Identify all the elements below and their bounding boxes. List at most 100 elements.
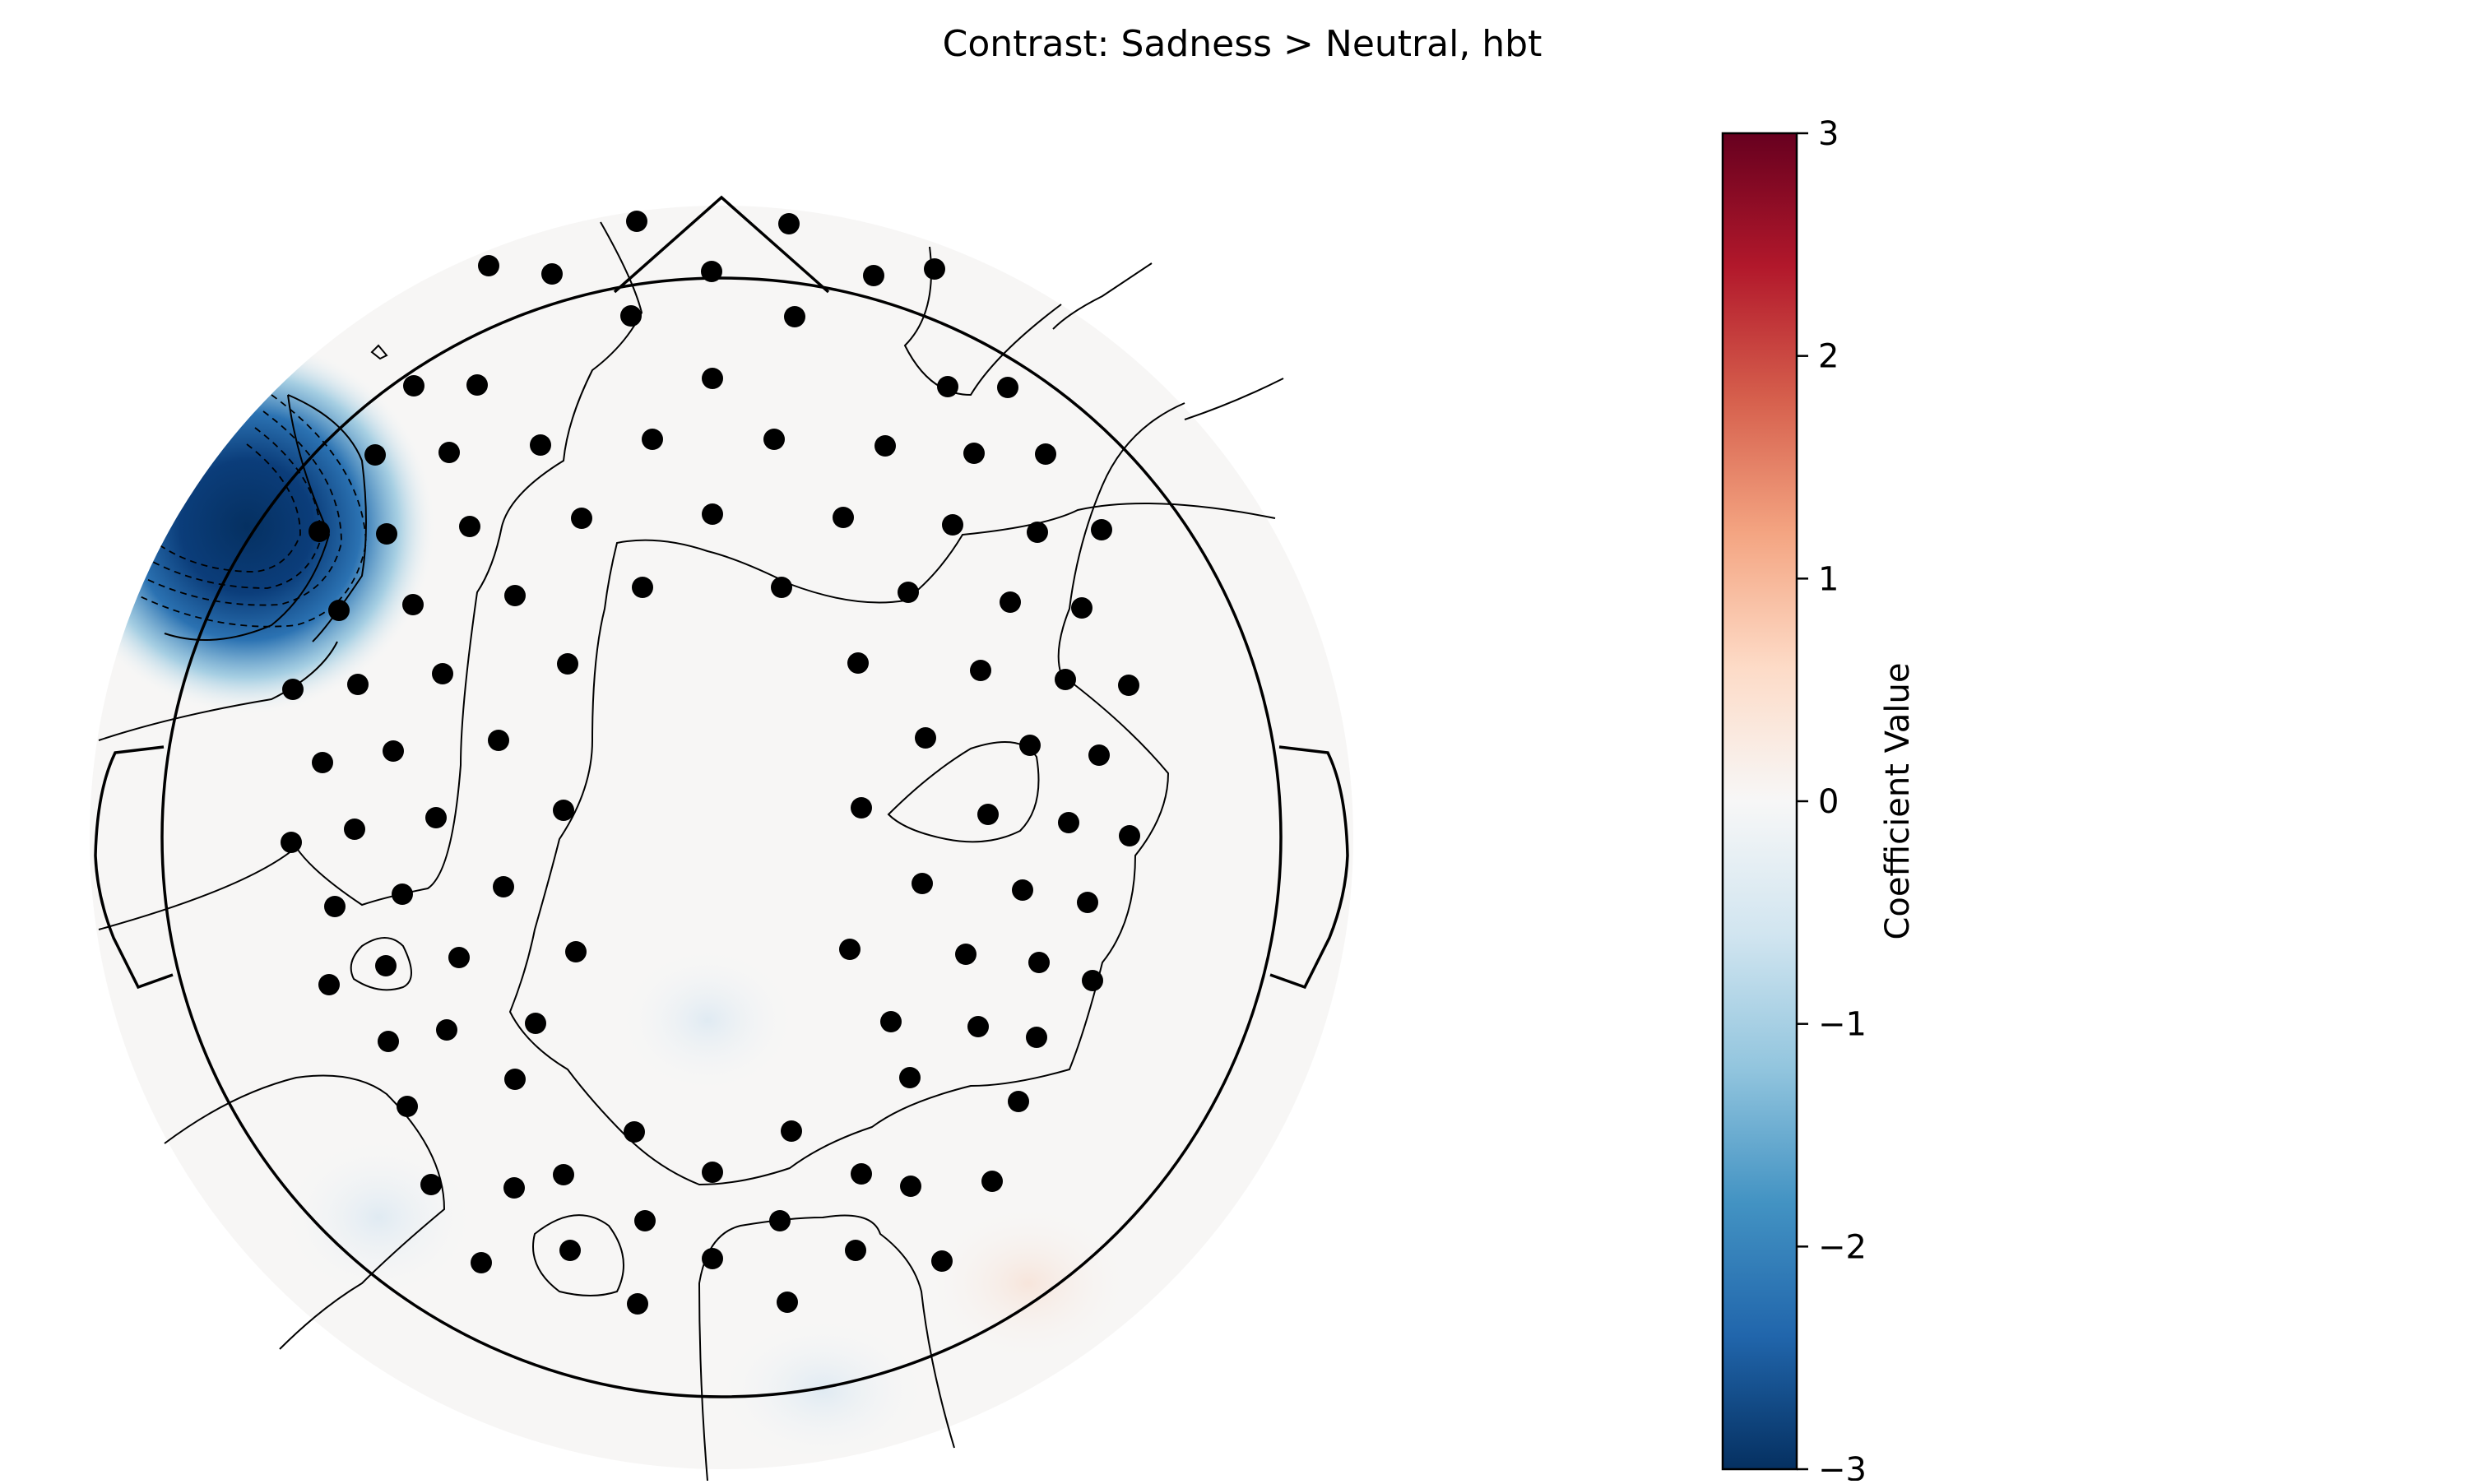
sensor-marker	[626, 211, 647, 232]
sensor-marker	[977, 804, 999, 825]
sensor-marker	[839, 939, 861, 960]
sensor-marker	[924, 258, 945, 280]
sensor-marker	[874, 435, 896, 457]
colorbar: 3 2 1 0 −1 −2 −3 Coefficient Value	[1721, 115, 1917, 1484]
sensor-marker	[471, 1252, 492, 1273]
head-outline	[94, 195, 1349, 1398]
sensor-marker	[642, 429, 663, 450]
sensor-marker	[493, 876, 514, 897]
sensor-marker	[376, 523, 397, 545]
sensor-marker	[318, 974, 340, 995]
colorbar-ticks: 3 2 1 0 −1 −2 −3	[1797, 115, 1867, 1484]
colorbar-gradient	[1723, 133, 1797, 1469]
sensor-marker	[403, 375, 424, 397]
sensor-marker	[620, 305, 642, 327]
sensor-marker	[1027, 522, 1048, 543]
nose	[613, 195, 830, 294]
sensor-marker	[402, 594, 424, 615]
sensor-marker	[571, 508, 592, 529]
sensor-marker	[459, 516, 480, 537]
topomap-field	[90, 206, 1353, 1469]
sensor-marker	[702, 503, 723, 525]
sensor-marker	[955, 944, 977, 965]
chart-title: Contrast: Sadness > Neutral, hbt	[943, 23, 1542, 65]
sensor-marker	[781, 1120, 802, 1142]
sensor-marker	[553, 800, 574, 821]
colorbar-tick-label: 2	[1818, 338, 1839, 376]
head-circle	[160, 276, 1283, 1398]
sensor-marker	[420, 1174, 442, 1195]
sensor-marker	[771, 577, 792, 598]
sensor-marker	[915, 727, 936, 749]
sensor-marker	[632, 577, 653, 598]
sensor-marker	[308, 521, 330, 542]
negative-contours	[131, 394, 367, 628]
sensor-marker	[1012, 879, 1033, 901]
colorbar-tick-label: 3	[1818, 115, 1839, 153]
sensor-marker	[432, 663, 453, 684]
sensor-marker	[863, 265, 884, 286]
sensor-marker	[466, 374, 488, 396]
sensor-marker	[478, 255, 499, 276]
sensor-marker	[281, 832, 302, 853]
sensor-marker	[702, 1162, 723, 1183]
sensor-marker	[1026, 1027, 1047, 1048]
sensor-marker	[1035, 443, 1056, 465]
colorbar-tick-label: −3	[1818, 1451, 1867, 1481]
sensor-marker	[851, 1163, 872, 1185]
sensor-marker	[931, 1250, 953, 1272]
sensor-marker	[702, 368, 723, 389]
sensor-marker	[438, 442, 460, 463]
colorbar-tick-label: 1	[1818, 560, 1839, 598]
sensor-marker	[624, 1121, 645, 1143]
sensor-marker	[1119, 825, 1140, 846]
right-ear	[1269, 745, 1349, 990]
colorbar-tick-label: 0	[1818, 783, 1839, 821]
sensor-marker	[937, 376, 958, 397]
sensor-marker	[1058, 812, 1079, 833]
sensor-marker	[392, 883, 413, 905]
sensor-marker	[541, 263, 563, 285]
sensor-marker	[1028, 952, 1050, 973]
sensor-marker	[963, 443, 985, 464]
sensor-marker	[769, 1210, 791, 1231]
left-ear	[94, 745, 174, 990]
sensor-marker	[634, 1210, 656, 1231]
sensor-marker	[880, 1011, 902, 1032]
sensor-marker	[967, 1016, 989, 1037]
sensor-marker	[488, 730, 509, 751]
sensor-marker	[970, 660, 991, 681]
sensor-marker	[503, 1177, 525, 1199]
sensor-marker	[565, 941, 587, 962]
sensor-marker	[777, 1292, 798, 1313]
sensor-marker	[504, 585, 526, 606]
sensor-marker	[1088, 744, 1110, 766]
sensor-marker	[845, 1240, 866, 1261]
sensor-marker	[763, 429, 785, 450]
sensor-marker	[1082, 970, 1103, 991]
sensor-marker	[847, 652, 869, 674]
sensor-marker	[1000, 591, 1021, 613]
sensor-marker	[436, 1019, 457, 1041]
sensor-marker	[448, 947, 470, 968]
sensor-marker	[997, 377, 1018, 398]
sensor-marker	[1008, 1091, 1029, 1112]
sensor-marker	[375, 955, 397, 976]
sensor-marker	[425, 807, 447, 828]
sensor-marker	[557, 653, 578, 675]
sensor-marker	[559, 1240, 581, 1261]
sensor-marker	[898, 582, 919, 603]
sensor-marker	[378, 1031, 399, 1052]
sensor-marker	[347, 674, 369, 695]
sensor-marker	[899, 1067, 921, 1088]
sensor-marker	[1019, 735, 1041, 756]
sensor-marker	[627, 1293, 648, 1315]
sensor-marker	[778, 213, 800, 234]
sensor-marker	[504, 1069, 526, 1090]
sensor-marker	[701, 261, 722, 282]
sensor-marker	[833, 507, 854, 528]
colorbar-tick-label: −1	[1818, 1006, 1867, 1044]
sensor-marker	[1077, 892, 1098, 913]
